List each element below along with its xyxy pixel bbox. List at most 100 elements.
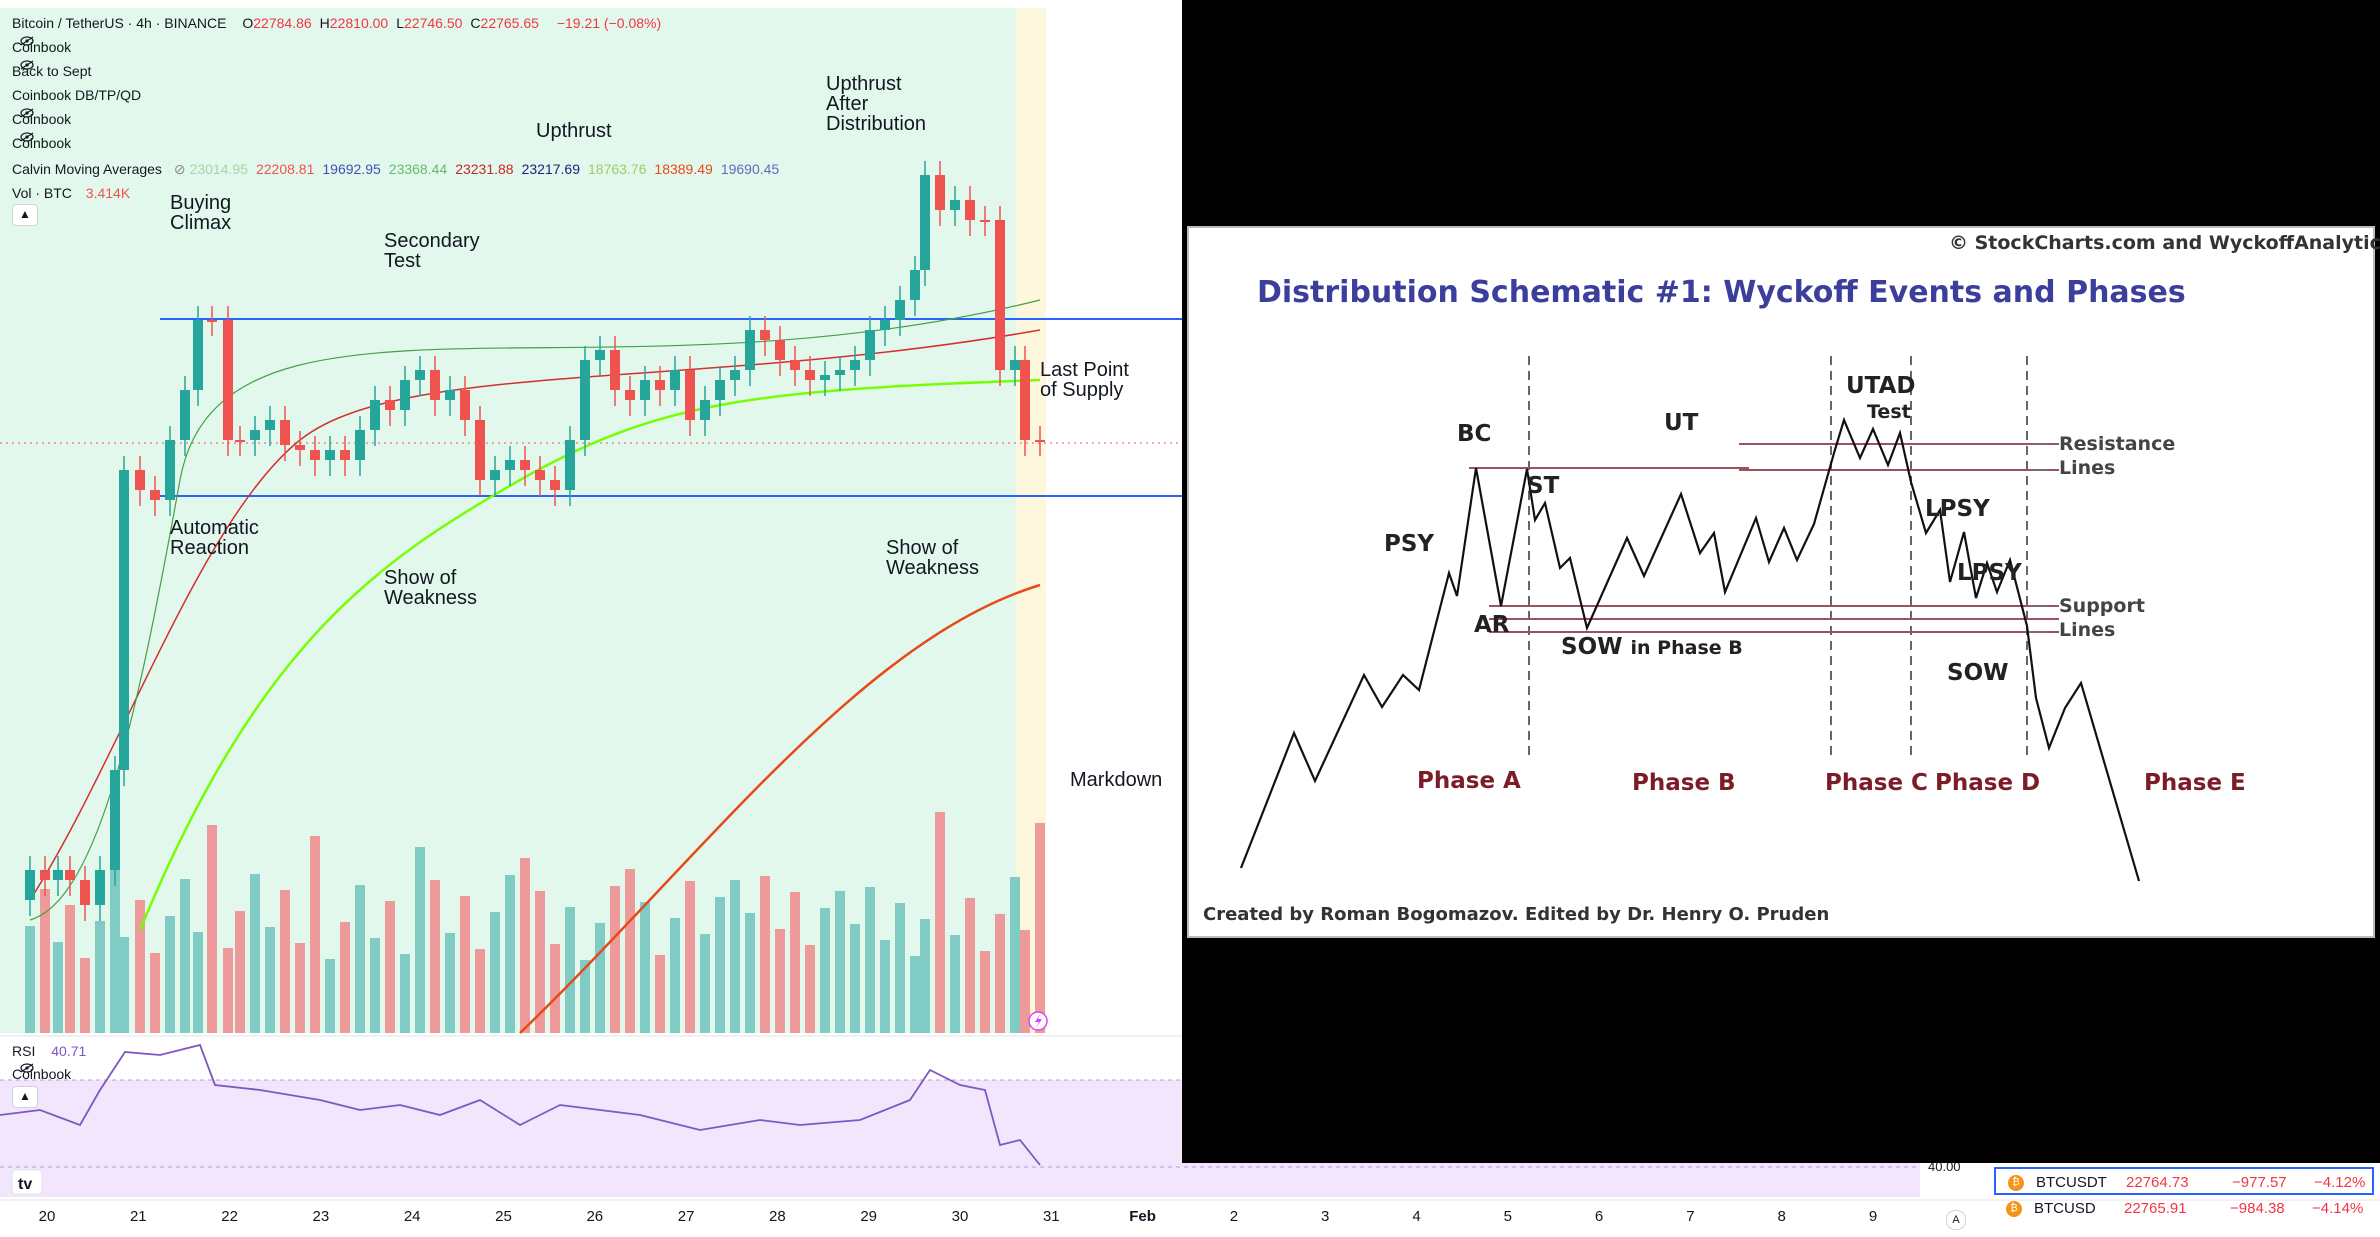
candle (775, 326, 785, 376)
watch-symbol[interactable]: BTCUSDT (2036, 1174, 2107, 1191)
time-axis-label: 24 (403, 1208, 421, 1225)
candle (505, 446, 515, 486)
lightning-icon[interactable] (1028, 1011, 1048, 1031)
rsi-label[interactable]: RSI (12, 1043, 36, 1059)
event-lpsy-2: LPSY (1957, 560, 2022, 586)
ma-label[interactable]: Calvin Moving Averages (12, 161, 162, 177)
candle (445, 376, 455, 416)
phase-a-label: Phase A (1417, 768, 1521, 794)
candle (715, 366, 725, 416)
volume-legend[interactable]: Vol · BTC 3.414K (12, 182, 130, 204)
candle (119, 456, 129, 786)
svg-text:tv: tv (18, 1176, 32, 1193)
schematic-copyright: © StockCharts.com and WyckoffAnalytics.c… (1949, 232, 2380, 254)
eye-off-icon[interactable] (20, 60, 34, 70)
watch-symbol[interactable]: BTCUSD (2034, 1200, 2096, 1217)
candle (950, 186, 960, 226)
candle (165, 426, 175, 516)
volume-bar (565, 907, 575, 1033)
watchlist-row[interactable]: ₿ BTCUSD 22765.91 −984.38 −4.14% (1994, 1195, 2374, 1223)
watchlist-row[interactable]: ₿ BTCUSDT 22764.73 −977.57 −4.12% (1994, 1167, 2374, 1195)
auto-scale-button[interactable]: A (1946, 1210, 1966, 1230)
ma-thin-green (29, 299, 1041, 921)
volume-bar (850, 924, 860, 1033)
volume-bar (685, 881, 695, 1033)
schematic-title: Distribution Schematic #1: Wyckoff Event… (1257, 275, 2186, 310)
rsi-sub-indicator[interactable]: Coinbook (12, 1063, 71, 1085)
time-axis-label: Feb (1129, 1208, 1156, 1225)
annotation-buying-climax: Buying Climax (170, 192, 232, 234)
candle (920, 161, 930, 286)
candle (385, 386, 395, 426)
time-axis-label: 27 (677, 1208, 695, 1225)
candle (370, 386, 380, 446)
indicator-label[interactable]: Coinbook (12, 111, 72, 127)
volume-bar (520, 858, 530, 1033)
candle (150, 476, 160, 516)
eye-off-icon[interactable] (20, 1063, 34, 1073)
candles[interactable] (25, 161, 1045, 921)
indicator-item[interactable]: Coinbook (12, 108, 71, 130)
candle (223, 306, 233, 456)
eye-off-icon[interactable] (20, 108, 34, 118)
indicator-item[interactable]: Coinbook (12, 132, 71, 154)
candle (415, 356, 425, 396)
candle (580, 346, 590, 456)
volume-bar (835, 891, 845, 1033)
schematic-credit: Created by Roman Bogomazov. Edited by Dr… (1203, 904, 1830, 925)
volume-bar (180, 879, 190, 1033)
symbol-title[interactable]: Bitcoin / TetherUS · 4h · BINANCE (12, 15, 227, 31)
collapse-rsi-button[interactable]: ▲ (12, 1086, 38, 1108)
annotation-show-of-weakness-2: Show of Weakness (886, 537, 980, 579)
candle (340, 436, 350, 476)
ma-value: 19692.95 (322, 161, 381, 177)
rsi-series (0, 1043, 1041, 1166)
candle (400, 366, 410, 426)
symbol-legend[interactable]: Bitcoin / TetherUS · 4h · BINANCE O22784… (12, 12, 661, 34)
rsi-legend[interactable]: RSI 40.71 (12, 1040, 86, 1062)
indicator-label[interactable]: Coinbook (12, 135, 72, 151)
volume-bar (135, 900, 145, 1033)
candle (250, 416, 260, 456)
candle (235, 426, 245, 456)
indicator-label[interactable]: Coinbook DB/TP/QD (12, 87, 142, 103)
volume-bar (193, 932, 203, 1033)
candle (805, 356, 815, 396)
watchlist-rows[interactable]: ₿ BTCUSDT 22764.73 −977.57 −4.12% ₿ BTCUSD 2276… (1994, 1167, 2374, 1223)
event-sow-phase-b-label: SOW (1561, 634, 1623, 660)
candle (670, 356, 680, 406)
indicator-item[interactable]: Coinbook (12, 36, 71, 58)
volume-bar (670, 918, 680, 1033)
watch-change: −977.57 (2232, 1174, 2287, 1191)
event-ut: UT (1664, 410, 1699, 436)
ma-red (519, 583, 1041, 1034)
eye-off-icon[interactable] (20, 132, 34, 142)
time-axis-label: 4 (1412, 1208, 1421, 1225)
collapse-legend-button[interactable]: ▲ (12, 204, 38, 226)
rsi-sub-label[interactable]: Coinbook (12, 1066, 72, 1082)
ma-value: 23231.88 (455, 161, 514, 177)
indicator-label[interactable]: Coinbook (12, 39, 72, 55)
ma-settings-icon[interactable]: ⊘ (173, 161, 186, 177)
volume-label[interactable]: Vol · BTC (12, 185, 72, 201)
eye-off-icon[interactable] (20, 36, 34, 46)
ma-value: 23368.44 (388, 161, 448, 177)
phase-d-label: Phase D (1935, 770, 2041, 796)
event-test: Test (1867, 401, 1911, 423)
candle (625, 376, 635, 416)
time-axis-label: 5 (1503, 1208, 1512, 1225)
ma-legend[interactable]: Calvin Moving Averages ⊘ 23014.95 22208.81… (12, 158, 787, 180)
volume-bar (865, 887, 875, 1033)
candle (265, 406, 275, 446)
volume-bar (475, 949, 485, 1033)
candle (820, 361, 830, 396)
volume-value: 3.414K (85, 185, 131, 201)
candle (790, 346, 800, 386)
volume-bar (223, 948, 233, 1033)
change-value: −19.21 (−0.08%) (556, 15, 662, 31)
time-axis-label: 7 (1686, 1208, 1695, 1225)
indicator-item[interactable]: Back to Sept (12, 60, 91, 82)
indicator-item[interactable]: Coinbook DB/TP/QD (12, 84, 141, 106)
